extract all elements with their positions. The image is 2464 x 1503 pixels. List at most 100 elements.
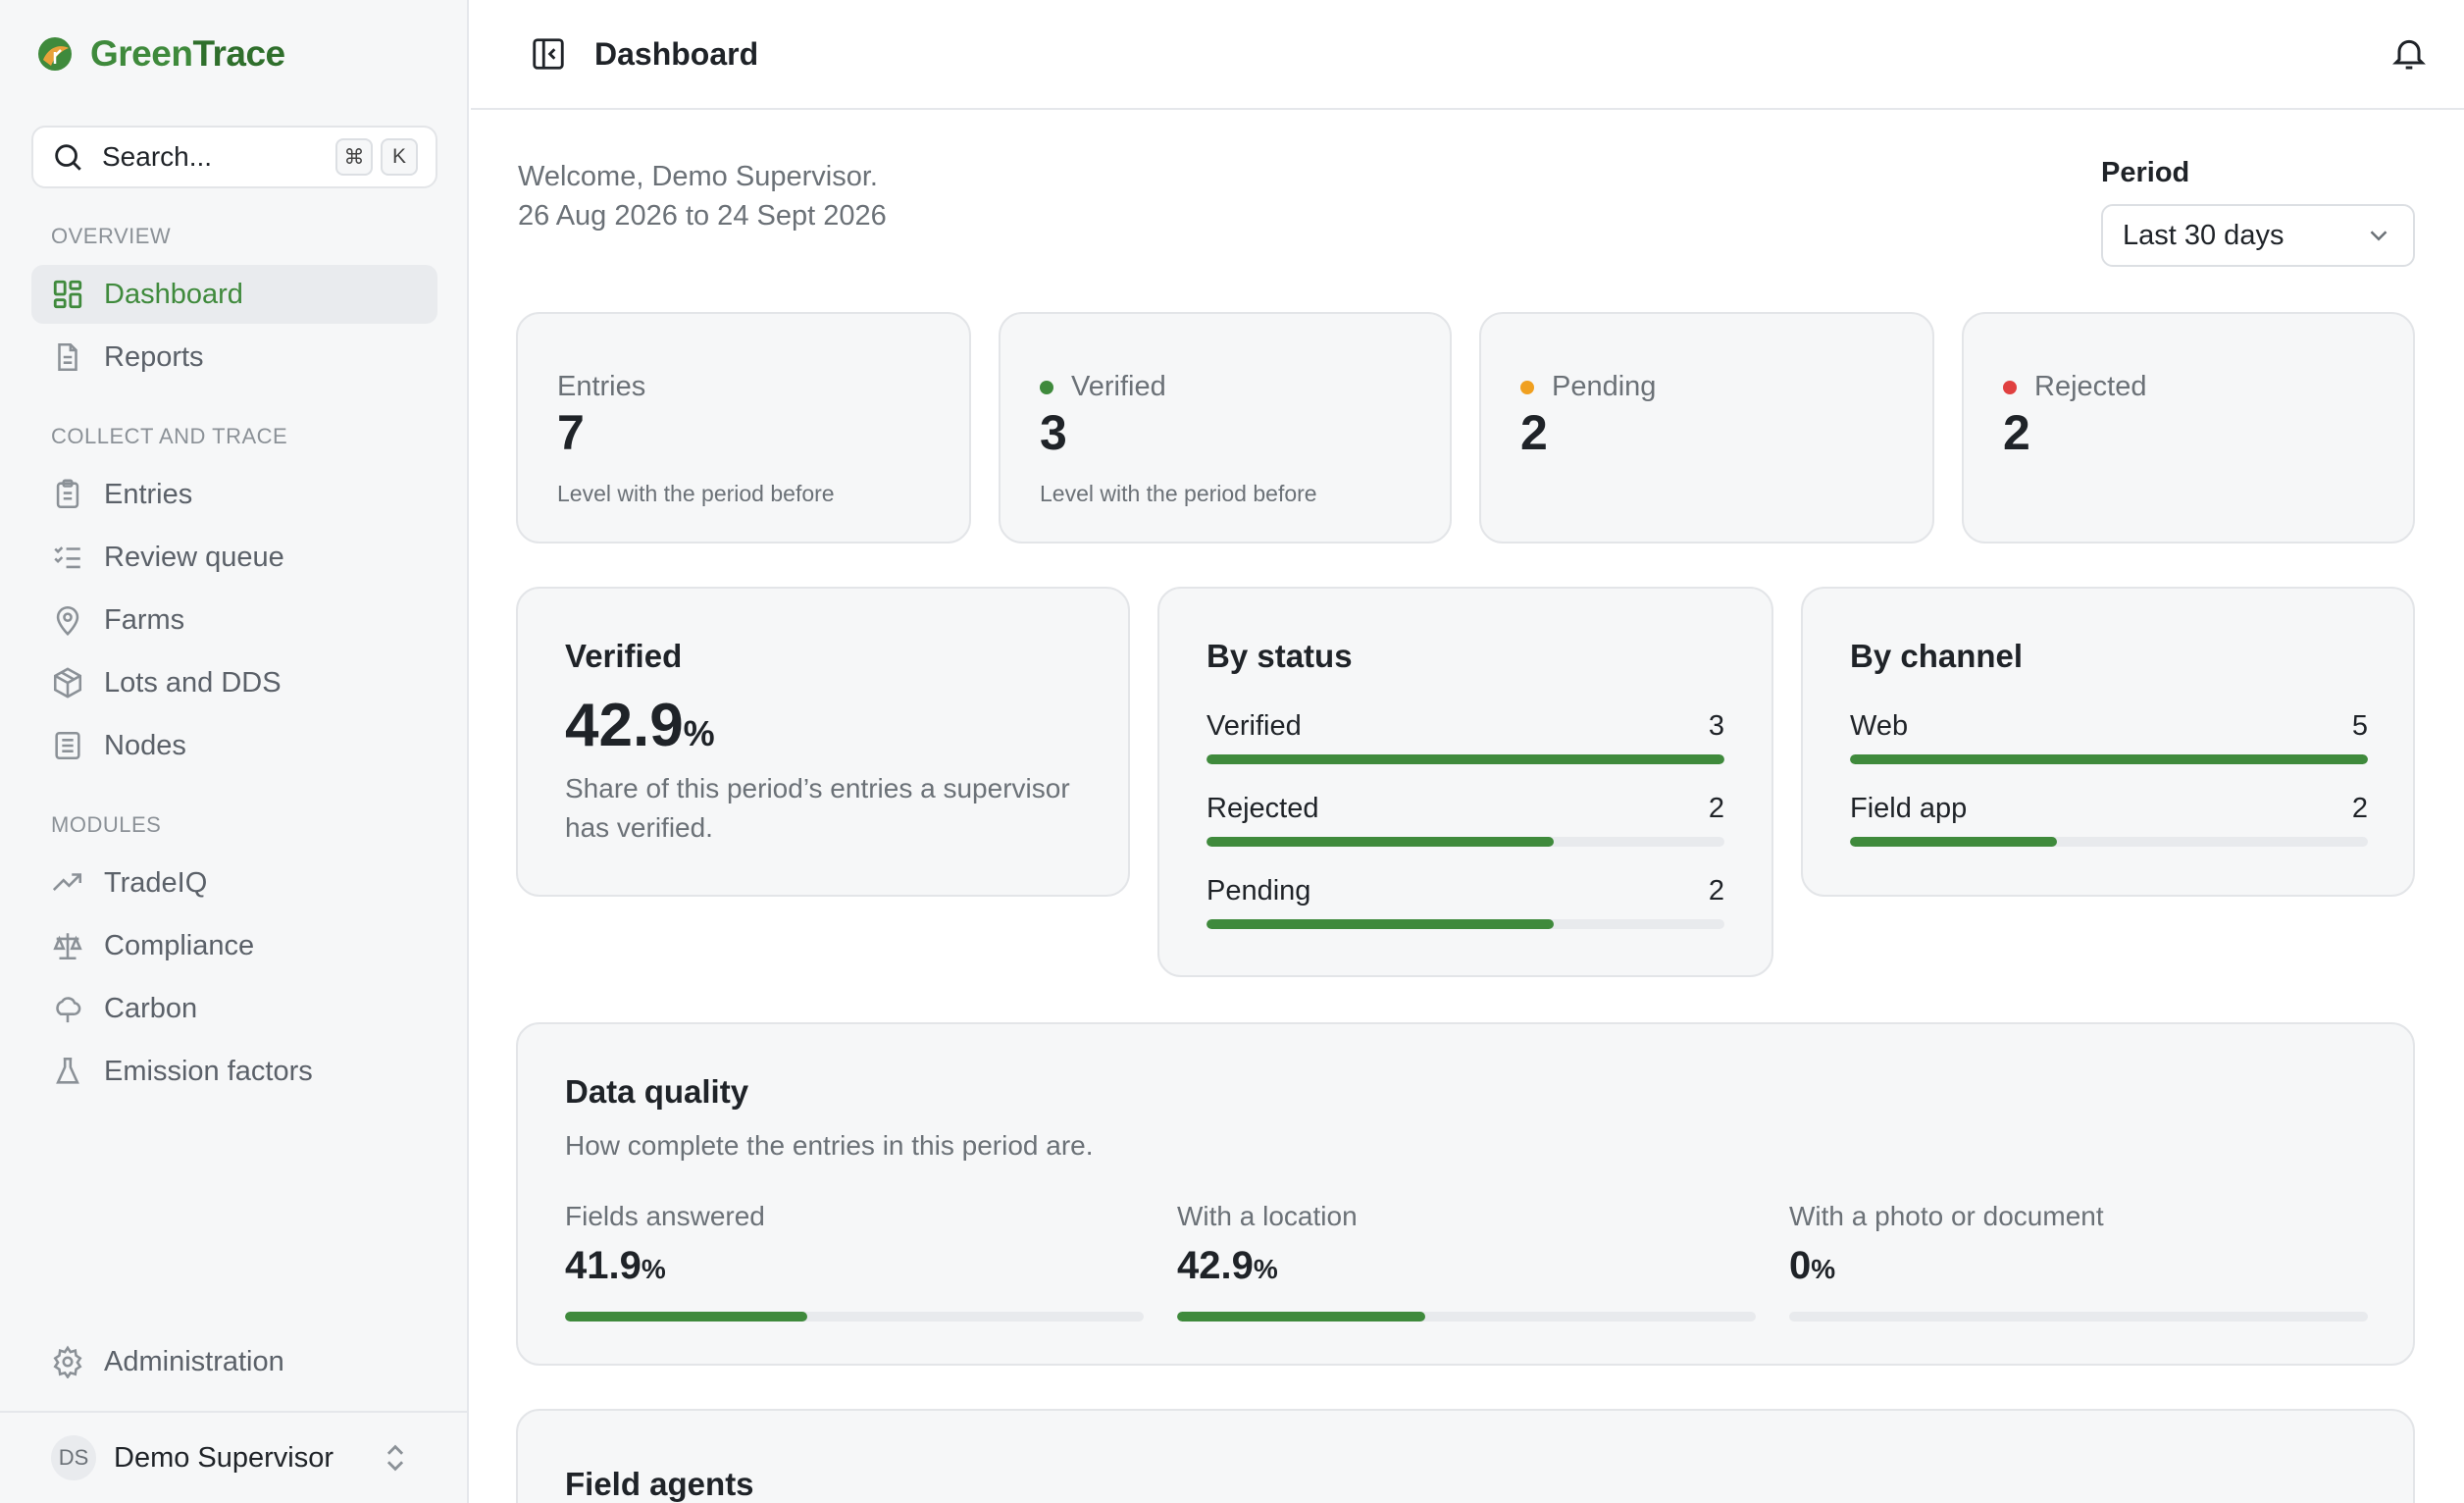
shortcut-k-key: K — [381, 138, 418, 176]
status-row: Verified 3 — [1206, 710, 1724, 764]
quality-metric: Fields answered 41.9% — [565, 1201, 1144, 1322]
sidebar-item-label: Compliance — [104, 929, 255, 961]
card-description: Share of this period’s entries a supervi… — [565, 773, 1070, 843]
date-range: 26 Aug 2026 to 24 Sept 2026 — [518, 200, 887, 232]
stat-card-rejected: Rejected 2 — [1962, 312, 2415, 544]
welcome-text: Welcome, Demo Supervisor. 26 Aug 2026 to… — [518, 157, 887, 235]
sidebar-toggle-icon[interactable] — [530, 35, 567, 73]
clipboard-icon — [56, 479, 79, 509]
card-title: Verified — [565, 638, 683, 674]
document-icon — [58, 342, 77, 372]
sidebar-item-emission-factors[interactable]: Emission factors — [31, 1042, 437, 1101]
status-row: Rejected 2 — [1206, 793, 1724, 847]
checklist-icon — [54, 546, 80, 569]
sidebar-item-tradeiq[interactable]: TradeIQ — [31, 854, 437, 912]
stat-value: 7 — [557, 405, 585, 460]
map-pin-icon — [56, 605, 79, 636]
search-placeholder: Search... — [102, 141, 213, 172]
stat-sub: Level with the period before — [1040, 481, 1317, 506]
building-icon — [55, 731, 80, 760]
shortcut-cmd-key: ⌘ — [335, 138, 373, 176]
sidebar-item-farms[interactable]: Farms — [31, 591, 437, 649]
stat-label: Verified — [1071, 371, 1166, 402]
sidebar-item-label: Entries — [104, 478, 193, 510]
section-overview: OVERVIEW — [51, 224, 172, 248]
by-channel-card: By channel Web 5 Field app 2 — [1801, 587, 2415, 897]
welcome-line: Welcome, Demo Supervisor. — [518, 161, 878, 192]
sidebar-item-label: Nodes — [104, 729, 186, 761]
chevron-down-icon — [2370, 231, 2387, 241]
sidebar-item-entries[interactable]: Entries — [31, 465, 437, 524]
search-icon — [55, 144, 81, 171]
period-label: Period — [2101, 157, 2190, 188]
chevron-updown-icon — [386, 1444, 404, 1472]
sidebar-item-label: Reports — [104, 340, 204, 373]
stat-label: Entries — [557, 371, 646, 402]
brand[interactable]: GreenTrace — [35, 33, 285, 75]
sidebar-item-dashboard[interactable]: Dashboard — [31, 265, 437, 324]
sidebar-item-nodes[interactable]: Nodes — [31, 716, 437, 775]
top-bar: Dashboard — [471, 0, 2464, 110]
quality-metric: With a photo or document 0% — [1789, 1201, 2368, 1322]
data-quality-card: Data quality How complete the entries in… — [516, 1022, 2415, 1366]
sidebar-item-label: Farms — [104, 603, 185, 636]
avatar: DS — [51, 1435, 96, 1480]
page-title: Dashboard — [594, 35, 759, 72]
tree-icon — [56, 997, 81, 1023]
card-title: By channel — [1850, 638, 2024, 674]
sidebar-item-label: Review queue — [104, 541, 284, 573]
card-title: Data quality — [565, 1073, 749, 1110]
brand-name: GreenTrace — [90, 33, 285, 74]
stat-label: Rejected — [2034, 371, 2147, 402]
channel-row: Web 5 — [1850, 710, 2368, 764]
status-row: Pending 2 — [1206, 875, 1724, 929]
trending-up-icon — [52, 873, 82, 891]
sidebar-item-label: Dashboard — [104, 278, 243, 310]
quality-metric: With a location 42.9% — [1177, 1201, 1756, 1322]
field-agents-card: Field agents — [516, 1409, 2415, 1503]
user-name: Demo Supervisor — [114, 1441, 334, 1474]
card-title: By status — [1206, 638, 1353, 674]
scale-icon — [53, 933, 82, 960]
stat-label: Pending — [1552, 371, 1657, 402]
sidebar-item-label: Lots and DDS — [104, 666, 282, 699]
verified-share-card: Verified 42.9% Share of this period’s en… — [516, 587, 1130, 897]
stat-card-entries: Entries 7 Level with the period before — [516, 312, 971, 544]
box-icon — [53, 667, 82, 699]
stat-card-pending: Pending 2 — [1479, 312, 1934, 544]
stat-value: 2 — [2003, 405, 2030, 460]
card-description: How complete the entries in this period … — [565, 1130, 1094, 1161]
sidebar-item-administration[interactable]: Administration — [31, 1332, 437, 1391]
by-status-card: By status Verified 3 Rejected 2 Pending 2 — [1157, 587, 1773, 977]
sidebar: GreenTrace Search... ⌘ K OVERVIEW Dashbo… — [0, 0, 469, 1503]
stat-value: 3 — [1040, 405, 1067, 460]
sidebar-item-carbon[interactable]: Carbon — [31, 979, 437, 1038]
search-box[interactable]: Search... ⌘ K — [31, 126, 437, 188]
bell-icon[interactable] — [2389, 33, 2429, 73]
sidebar-item-lots[interactable]: Lots and DDS — [31, 653, 437, 712]
status-dot — [1520, 380, 1534, 394]
verified-percent: 42.9% — [565, 692, 715, 759]
sidebar-item-label: Emission factors — [104, 1055, 313, 1087]
status-dot — [2003, 380, 2017, 394]
greentrace-logo-icon — [38, 37, 72, 71]
sidebar-item-label: Carbon — [104, 992, 198, 1024]
section-modules: MODULES — [51, 812, 162, 837]
sidebar-item-reports[interactable]: Reports — [31, 328, 437, 387]
gear-icon — [53, 1345, 82, 1378]
status-dot — [1040, 380, 1053, 394]
section-collect: COLLECT AND TRACE — [51, 424, 288, 448]
stat-sub: Level with the period before — [557, 481, 835, 506]
card-title: Field agents — [565, 1466, 754, 1502]
period-select[interactable]: Last 30 days — [2101, 204, 2415, 267]
flask-icon — [56, 1057, 79, 1084]
sidebar-item-review-queue[interactable]: Review queue — [31, 528, 437, 587]
grid-icon — [53, 280, 82, 309]
sidebar-item-label: Administration — [104, 1345, 284, 1377]
stat-value: 2 — [1520, 405, 1548, 460]
sidebar-item-compliance[interactable]: Compliance — [31, 916, 437, 975]
sidebar-item-label: TradeIQ — [104, 866, 208, 899]
period-value: Last 30 days — [2123, 219, 2284, 251]
user-menu[interactable]: DS Demo Supervisor — [0, 1411, 469, 1503]
